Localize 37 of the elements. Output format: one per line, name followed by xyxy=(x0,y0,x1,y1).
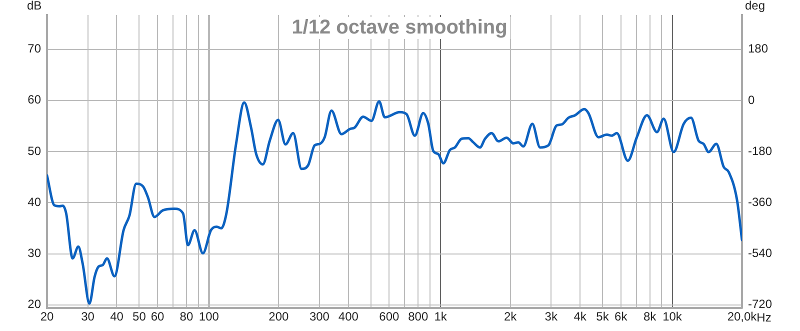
x-tick-label: 6k xyxy=(614,310,628,324)
y2-tick-label: -540 xyxy=(748,246,772,260)
x-tick-label: 200 xyxy=(268,310,289,324)
y-tick-label: 40 xyxy=(28,194,42,209)
x-tick-label: 40 xyxy=(110,310,124,324)
x-tick-label: 20 xyxy=(40,310,54,324)
x-tick-label: 5k xyxy=(596,310,610,324)
chart-title: 1/12 octave smoothing xyxy=(292,16,508,39)
x-tick-label: 3k xyxy=(544,310,558,324)
x-tick-label: 80 xyxy=(180,310,194,324)
y2-tick-label: 0 xyxy=(748,92,755,107)
x-tick-label: 1k xyxy=(434,310,448,324)
y-tick-label: 20 xyxy=(28,297,42,312)
x-tick-label: 30 xyxy=(81,310,95,324)
x-tick-label: 60 xyxy=(150,310,165,324)
y-tick-label: 30 xyxy=(28,246,42,260)
x-tick-label: 50 xyxy=(132,310,146,324)
x-tick-label: 400 xyxy=(338,310,359,324)
y2-tick-label: -720 xyxy=(748,297,772,312)
x-tick-label: 4k xyxy=(574,310,588,324)
y-tick-label: 70 xyxy=(28,42,42,56)
y2-tick-label: 180 xyxy=(748,42,768,56)
x-tick-label: 300 xyxy=(309,310,330,324)
x-tick-label: 800 xyxy=(408,310,428,324)
y-axis-title: dB xyxy=(27,0,42,12)
x-tick-label: 600 xyxy=(379,310,400,324)
y2-tick-label: -180 xyxy=(748,144,772,158)
x-tick-label: 2k xyxy=(504,310,518,324)
x-tick-label: 100 xyxy=(198,310,220,324)
y2-axis-title: deg xyxy=(745,0,766,12)
x-tick-label: 20,0k xyxy=(727,310,758,324)
y-tick-label: 60 xyxy=(28,92,42,107)
y-tick-label: 50 xyxy=(28,144,42,158)
y2-tick-label: -360 xyxy=(748,194,772,209)
x-tick-label: 10k xyxy=(662,310,683,324)
x-axis-title: Hz xyxy=(756,310,772,324)
x-tick-label: 8k xyxy=(643,310,658,324)
